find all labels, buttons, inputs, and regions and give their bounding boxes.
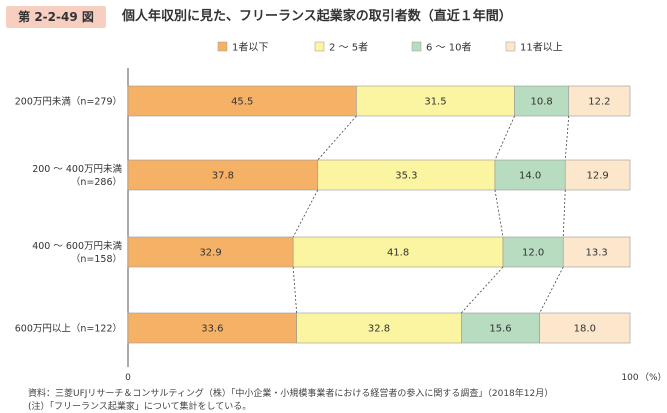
bar-segment — [127, 236, 294, 268]
category-label: 200 ～ 400万円未満 — [32, 163, 122, 175]
legend-label: 11者以上 — [520, 42, 563, 54]
connector-line — [564, 115, 570, 161]
connector-line — [494, 115, 515, 161]
legend-swatch — [314, 41, 325, 52]
x-tick-label: 0 — [125, 373, 131, 383]
bar-segment — [296, 312, 462, 344]
data-label: 14.0 — [519, 171, 541, 182]
data-label: 10.8 — [531, 97, 553, 108]
data-label: 32.8 — [368, 324, 390, 335]
bar-segment — [568, 85, 631, 117]
data-label: 35.3 — [395, 171, 417, 182]
data-label: 13.3 — [585, 248, 607, 259]
data-label: 33.6 — [201, 324, 223, 335]
figure-number-badge: 第 2-2-49 図 — [6, 6, 106, 28]
bar-segment — [127, 312, 297, 344]
legend-swatch — [505, 41, 516, 52]
data-label: 45.5 — [231, 97, 253, 108]
figure-title: 個人年収別に見た、フリーランス起業家の取引者数（直近１年間） — [122, 9, 512, 24]
category-label: 200万円未満（n=279） — [15, 96, 122, 108]
bar-segment — [539, 312, 631, 344]
legend-swatch — [411, 41, 422, 52]
connector-line — [539, 266, 564, 314]
category-label: 400 ～ 600万円未満 — [32, 240, 122, 252]
connector-line — [317, 115, 357, 161]
data-label: 12.2 — [588, 97, 610, 108]
category-label: 600万円以上（n=122） — [15, 323, 122, 335]
x-tick-label: 100 — [621, 373, 638, 383]
data-label: 12.9 — [586, 171, 608, 182]
data-label: 32.9 — [199, 248, 221, 259]
legend-label: 6 ～ 10者 — [426, 42, 471, 54]
bar-segment — [317, 159, 496, 191]
data-label: 15.6 — [489, 324, 511, 335]
connector-line — [562, 189, 566, 238]
data-label: 37.8 — [212, 171, 234, 182]
bar-segment — [494, 159, 566, 191]
category-label: （n=158） — [71, 253, 122, 265]
bar-segment — [292, 236, 504, 268]
category-label: （n=286） — [71, 176, 122, 188]
data-label: 12.0 — [522, 248, 544, 259]
bar-segment — [127, 85, 357, 117]
data-label: 18.0 — [574, 324, 596, 335]
connector-line — [292, 266, 298, 314]
data-label: 41.8 — [387, 248, 409, 259]
connector-line — [461, 266, 504, 314]
legend-label: 1者以下 — [232, 42, 268, 54]
legend-label: 2 ～ 5者 — [329, 42, 368, 54]
connector-line — [494, 189, 504, 238]
bar-segment — [564, 159, 631, 191]
bar-segment — [502, 236, 564, 268]
bar-segment — [127, 159, 319, 191]
footnote: (注）「フリーランス起業家」について集計をしている。 — [28, 402, 252, 412]
connector-line — [292, 189, 319, 238]
source-note: 資料：三菱UFJリサーチ＆コンサルティング（株）「中小企業・小規模事業者における… — [28, 389, 554, 399]
legend-swatch — [217, 41, 228, 52]
x-unit-label: （%） — [640, 372, 667, 383]
bar-segment — [562, 236, 631, 268]
data-label: 31.5 — [424, 97, 446, 108]
